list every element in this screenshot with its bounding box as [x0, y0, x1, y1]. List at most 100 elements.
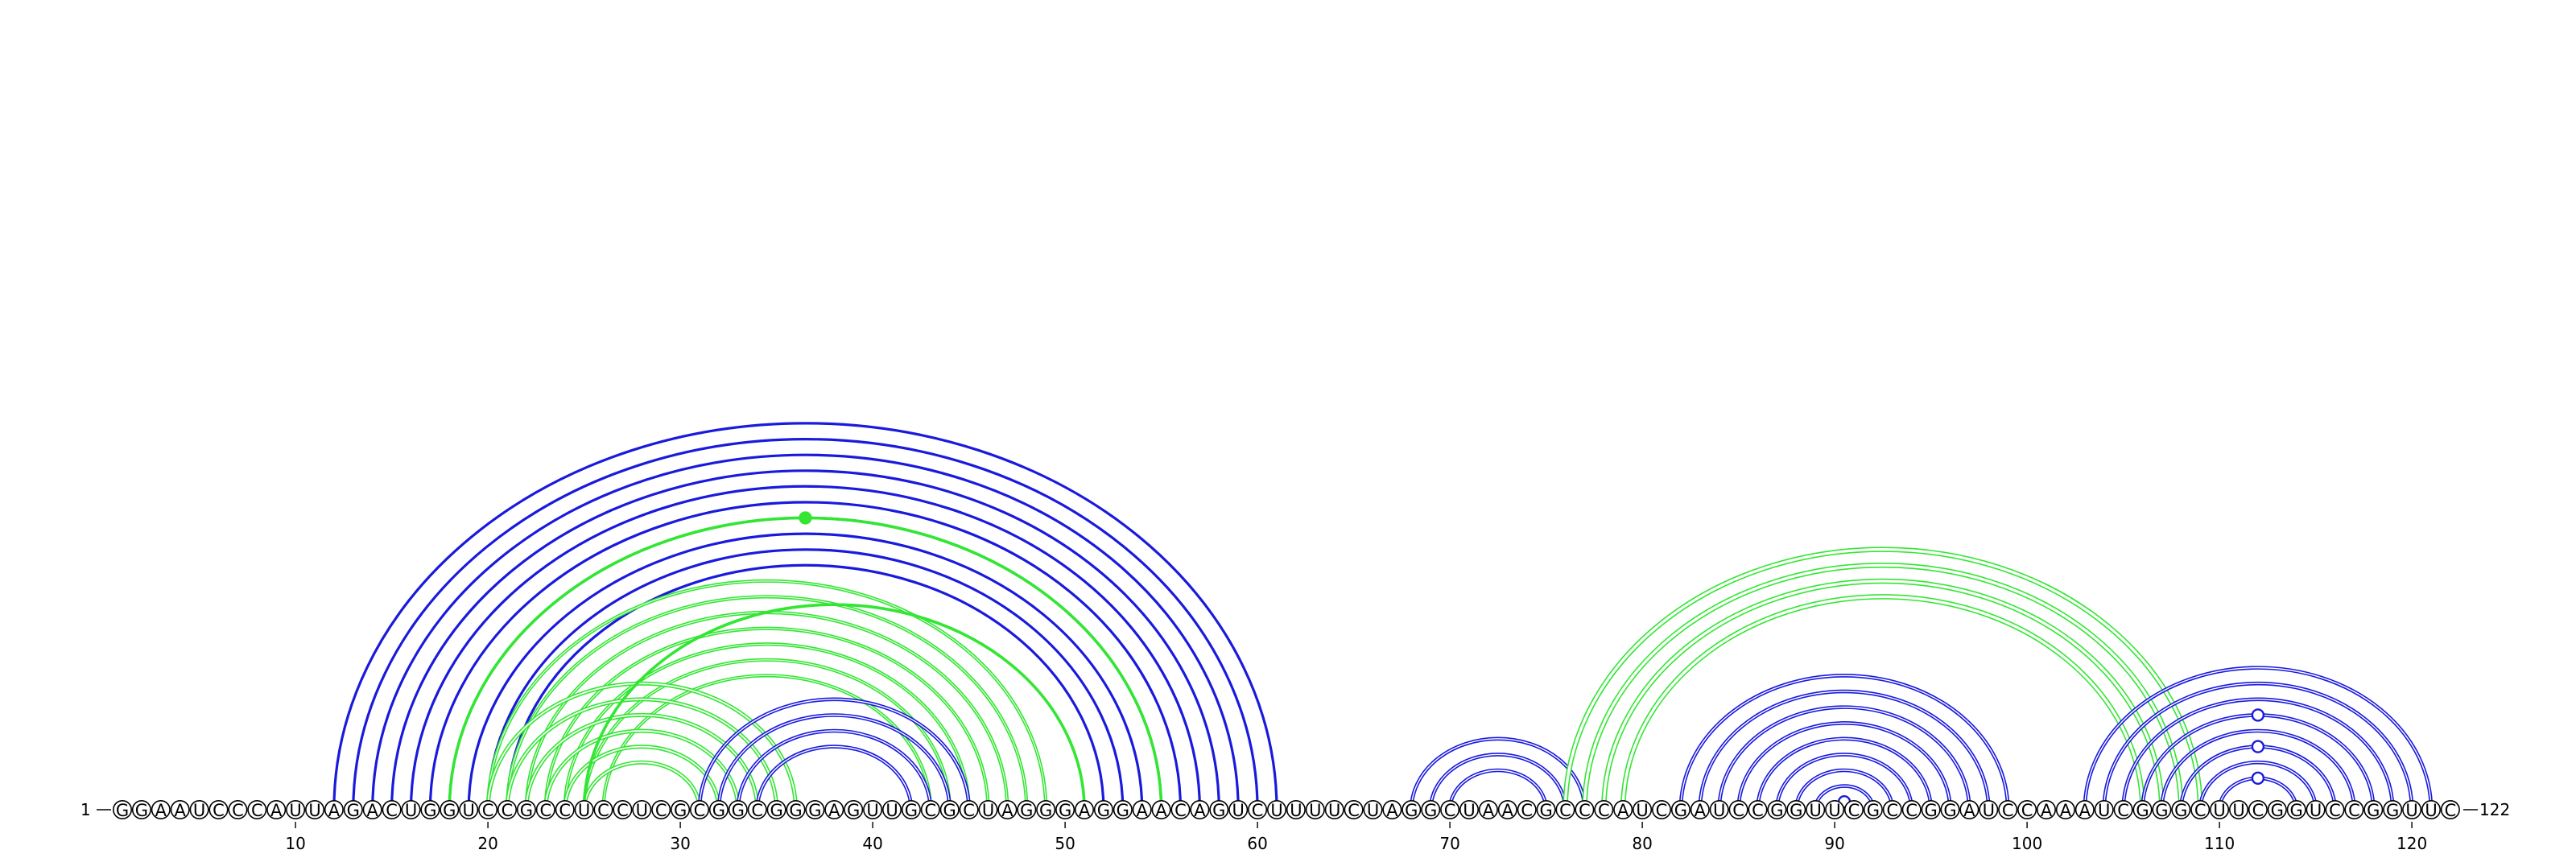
nucleotide: A — [2037, 799, 2057, 820]
nucleotide-circle — [170, 799, 190, 819]
nucleotide-circle — [574, 799, 594, 819]
nucleotide-letter: A — [2060, 801, 2072, 820]
nucleotide-circle — [1421, 799, 1441, 819]
sequence-backbone: 1 122 — [80, 800, 2510, 819]
nucleotide: G — [728, 799, 748, 820]
nucleotide-letter: G — [423, 801, 436, 820]
nucleotide-circle — [1248, 799, 1268, 819]
nucleotide-circle — [824, 799, 844, 819]
nucleotide-circle — [1055, 799, 1075, 819]
arc-core — [526, 714, 758, 811]
nucleotide-circle — [1228, 799, 1249, 819]
nucleotide: U — [1806, 799, 1826, 820]
nucleotide-letter: G — [1424, 801, 1437, 820]
arc-core — [1719, 706, 1971, 811]
nucleotide-letter: G — [770, 801, 782, 820]
nucleotide: G — [901, 799, 921, 820]
nucleotide-letter: A — [2041, 801, 2053, 820]
nucleotide-circle — [2190, 799, 2211, 819]
start-label: 1 — [80, 800, 91, 819]
nucleotide-circle — [459, 799, 479, 819]
blue-base-pair-arc — [506, 563, 1105, 811]
nucleotide: G — [1536, 799, 1556, 820]
nucleotide: G — [2171, 799, 2191, 820]
nucleotide-circle — [2306, 799, 2326, 819]
nucleotide: C — [1575, 799, 1595, 820]
tick-label: 100 — [2012, 834, 2042, 853]
nucleotide: A — [170, 799, 190, 820]
nucleotide: G — [1402, 799, 1422, 820]
nucleotide-letter: A — [1617, 801, 1629, 820]
nucleotide-letter: C — [1174, 801, 1187, 820]
nucleotide-letter: G — [1212, 801, 1225, 820]
nucleotide-letter: G — [1867, 801, 1880, 820]
nucleotide-letter: C — [751, 801, 763, 820]
nucleotide: U — [2094, 799, 2114, 820]
tick-label: 40 — [862, 834, 882, 853]
nucleotide-letter: G — [2136, 801, 2149, 820]
nucleotide-circle — [593, 799, 613, 819]
nucleotide-letter: U — [1713, 801, 1725, 820]
nucleotide-letter: A — [1695, 801, 1707, 820]
blue-base-pair-arc — [332, 422, 1278, 811]
nucleotide-letter: U — [1290, 801, 1302, 820]
nucleotide-letter: C — [251, 801, 263, 820]
nucleotide-circle — [266, 799, 287, 819]
nucleotide-circle — [1170, 799, 1191, 819]
nucleotide-circle — [2171, 799, 2191, 819]
nucleotide-letter: A — [1194, 801, 1206, 820]
nucleotide: U — [2210, 799, 2230, 820]
nucleotide-letter: G — [905, 801, 918, 820]
nucleotide-letter: G — [1943, 801, 1956, 820]
nucleotide: G — [1209, 799, 1229, 820]
nucleotide: G — [1093, 799, 1113, 820]
nucleotide: C — [228, 799, 248, 820]
nucleotide: A — [1690, 799, 1710, 820]
nucleotide-letter: U — [308, 801, 320, 820]
nucleotide-letter: U — [463, 801, 475, 820]
nucleotide-letter: C — [1348, 801, 1360, 820]
nucleotide-letter: U — [1367, 801, 1379, 820]
nucleotide: G — [1940, 799, 1960, 820]
nucleotide-letter: U — [405, 801, 417, 820]
nucleotide-circle — [1344, 799, 1364, 819]
nucleotide-circle — [1382, 799, 1402, 819]
nucleotide-circle — [978, 799, 998, 819]
arc-core — [1680, 674, 2008, 811]
nucleotide-letter: C — [617, 801, 629, 820]
nucleotide: U — [401, 799, 421, 820]
nucleotide-circle — [1555, 799, 1575, 819]
nucleotide-circle — [1670, 799, 1690, 819]
nucleotide: U — [189, 799, 209, 820]
nucleotide-circle — [689, 799, 709, 819]
nucleotide: A — [1478, 799, 1498, 820]
nucleotide-circle — [1536, 799, 1556, 819]
nucleotide-letter: C — [1521, 801, 1533, 820]
nucleotide-circle — [2152, 799, 2172, 819]
nucleotide-circle — [2440, 799, 2460, 819]
nucleotide-letter: G — [943, 801, 956, 820]
tick-label: 70 — [1439, 834, 1459, 853]
nucleotide-letter: C — [2348, 801, 2360, 820]
nucleotide-circle — [1690, 799, 1710, 819]
nucleotide: G — [440, 799, 460, 820]
arc-core — [2122, 699, 2393, 811]
nucleotide-circle — [555, 799, 575, 819]
nucleotide: G — [2363, 799, 2384, 820]
arc-core — [506, 596, 1027, 811]
nucleotide-letter: U — [2425, 801, 2437, 820]
nucleotide: A — [1132, 799, 1152, 820]
nucleotide-letter: G — [2271, 801, 2284, 820]
tick-label: 50 — [1055, 834, 1075, 853]
arc-marker — [2251, 771, 2265, 786]
nucleotide-letter: G — [135, 801, 148, 820]
nucleotide-circle — [1036, 799, 1056, 819]
nucleotide-letter: G — [443, 801, 456, 820]
arc-core — [1757, 738, 1932, 811]
arc-core — [2161, 730, 2355, 811]
nucleotide-letter: G — [847, 801, 860, 820]
nucleotide-letter: C — [559, 801, 571, 820]
nucleotide-circle — [863, 799, 883, 819]
nucleotide-letter: U — [2098, 801, 2110, 820]
nucleotide-letter: C — [1848, 801, 1860, 820]
